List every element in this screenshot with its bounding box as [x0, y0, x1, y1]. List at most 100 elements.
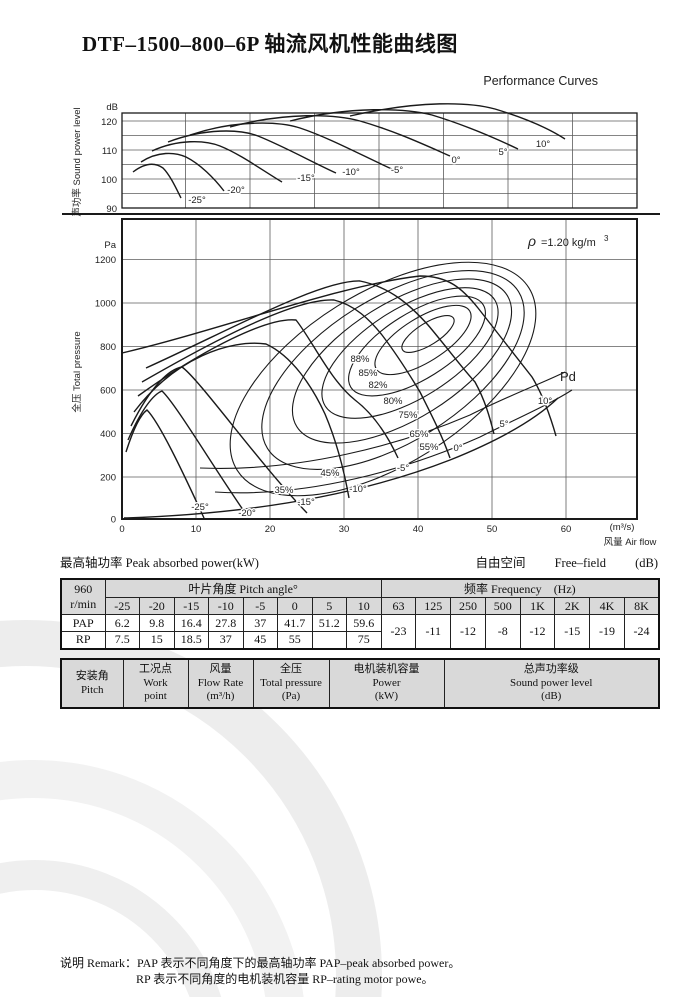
pressure-chart-frame [121, 218, 638, 520]
contour-75 [291, 278, 513, 444]
pap-row-label: PAP [60, 614, 106, 632]
col-header-power: 电机装机容量 Power (kW) [328, 658, 445, 709]
sound-curve-10deg [349, 103, 566, 140]
rp-value: 7.5 [104, 631, 140, 649]
y-tick: 1200 [95, 255, 116, 266]
curve-label: -10° [342, 167, 360, 178]
total-pressure-chart: 88% 85% 82% 80% 75% 65% 55% 45% 35% -25°… [71, 218, 657, 548]
x-tick: 20 [265, 524, 276, 535]
contour-88 [401, 315, 455, 353]
rp-row-label: RP [60, 631, 106, 649]
caption-line: 最高轴功率 Peak absorbed power(kW) 自由空间 Free–… [60, 552, 658, 571]
contour-65 [261, 270, 525, 470]
rp-value: 45 [242, 631, 278, 649]
pressure-chart-axis: Pa 1200 1000 800 600 400 200 0 0 10 20 3… [71, 240, 657, 548]
pitch-angle-header: 叶片角度 Pitch angle° [104, 578, 382, 598]
col-header-workpoint: 工况点 Work point [122, 658, 189, 709]
sound-curve--15deg [151, 140, 283, 183]
y-tick: 120 [101, 117, 117, 128]
col-header-soundlevel: 总声功率级 Sound power level (dB) [443, 658, 660, 709]
rp-value: 55 [277, 631, 313, 649]
pap-value: 27.8 [208, 614, 244, 632]
peak-power-table: 960 r/min 叶片角度 Pitch angle° 频率 Frequency… [60, 578, 661, 650]
sound-curve--25deg [132, 163, 182, 199]
freq-correction: -24 [623, 614, 660, 649]
y-tick: 400 [100, 429, 116, 440]
pressure-axis-title: 全压 Total pressure [71, 331, 83, 412]
efficiency-label: 75% [398, 410, 418, 421]
angle-col: -20 [139, 597, 175, 615]
curve-label: -25° [188, 195, 206, 206]
sound-chart-axis: dB 120 110 100 90 声功率 Sound power level [71, 102, 118, 217]
table-row: RP 7.5 15 18.5 37 45 55 75 [60, 631, 659, 649]
remark-line1: PAP 表示不同角度下的最高轴功率 PAP–peak absorbed powe… [137, 956, 461, 970]
curve-label: -15° [297, 173, 315, 184]
angle-col: 10 [346, 597, 382, 615]
density-superscript: 3 [604, 234, 609, 243]
y-unit: Pa [104, 240, 116, 251]
page-subtitle: Performance Curves [483, 74, 598, 88]
freq-correction: -19 [589, 614, 625, 649]
pressure-curve--10deg [133, 342, 350, 499]
efficiency-contours [199, 261, 573, 497]
x-tick: 50 [487, 524, 498, 535]
y-tick: 800 [100, 342, 116, 353]
pap-value: 9.8 [139, 614, 175, 632]
operating-points-table: 安装角 Pitch 工况点 Work point 风量 Flow Rate (m³/h) … [60, 658, 660, 709]
pitch-label: -10° [349, 484, 367, 495]
pressure-curves [121, 275, 557, 519]
density-symbol: ρ [527, 233, 536, 249]
freq-correction: -15 [554, 614, 591, 649]
freq-col: 1K [519, 597, 556, 615]
sound-curve--10deg [167, 130, 337, 174]
free-field-cn: 自由空间 [475, 556, 526, 570]
freq-col: 250 [450, 597, 486, 615]
x-tick: 60 [561, 524, 572, 535]
y-unit: dB [106, 102, 118, 113]
pressure-chart-labels: 88% 85% 82% 80% 75% 65% 55% 45% 35% -25°… [190, 233, 609, 521]
rp-value [311, 631, 347, 649]
efficiency-label: 82% [368, 380, 388, 391]
efficiency-label: 88% [350, 354, 370, 365]
curve-label: -5° [391, 165, 403, 176]
free-field-en: Free–field [554, 556, 606, 570]
pitch-label: 5° [499, 419, 508, 430]
efficiency-label: 85% [358, 368, 378, 379]
freq-correction: -12 [519, 614, 556, 649]
remark-label: 说明 Remark： [60, 956, 137, 970]
rpm-unit: r/min [70, 597, 97, 611]
angle-col: 0 [277, 597, 313, 615]
pap-value: 59.6 [346, 614, 382, 632]
sound-chart-grid [122, 113, 637, 208]
pitch-label: -20° [238, 508, 256, 519]
pd-label: Pd [560, 369, 576, 384]
sound-curve--5deg [189, 122, 395, 171]
freq-col: 4K [589, 597, 625, 615]
y-tick: 110 [102, 146, 117, 157]
sound-curve-labels: -25° -20° -15° -10° -5° 0° 5° 10° [187, 138, 552, 208]
curve-label: 10° [536, 139, 551, 150]
performance-curves-figure: -25° -20° -15° -10° -5° 0° 5° 10° dB 120… [62, 102, 660, 548]
y-tick: 0 [111, 515, 116, 526]
sound-curve-5deg [289, 108, 519, 150]
angle-col: -15 [173, 597, 209, 615]
pitch-label: 0° [453, 443, 462, 454]
pitch-label: 10° [538, 396, 553, 407]
freq-correction: -12 [450, 614, 486, 649]
curve-label: 0° [451, 155, 460, 166]
freq-correction: -8 [484, 614, 521, 649]
y-tick: 100 [101, 175, 117, 186]
col-header-flowrate: 风量 Flow Rate (m³/h) [187, 658, 254, 709]
pap-value: 51.2 [311, 614, 347, 632]
free-field-caption: 自由空间 Free–field (dB) [449, 552, 658, 571]
efficiency-label: 80% [383, 396, 403, 407]
sound-power-curves [132, 103, 566, 199]
sound-curve--20deg [140, 152, 225, 192]
x-unit: (m³/s) [610, 522, 635, 533]
pap-value: 41.7 [277, 614, 313, 632]
curve-label: 5° [498, 147, 507, 158]
peak-power-caption: 最高轴功率 Peak absorbed power(kW) [60, 556, 259, 570]
density-value: =1.20 kg/m [541, 237, 596, 249]
pressure-curve--5deg [137, 319, 399, 459]
